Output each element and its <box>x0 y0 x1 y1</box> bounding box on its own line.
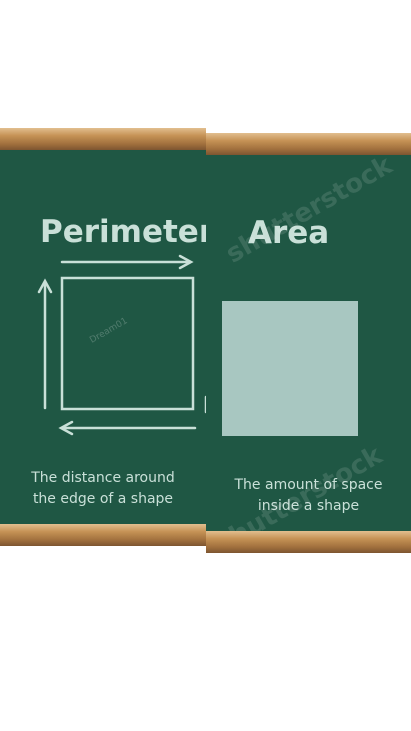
perimeter-caption: The distance around the edge of a shape <box>0 468 206 510</box>
area-square <box>222 301 358 436</box>
arrow-left-up <box>37 278 53 410</box>
board-frame-top <box>0 128 206 150</box>
board-frame-bottom <box>206 531 411 553</box>
area-caption-line2: inside a shape <box>257 498 360 514</box>
perimeter-title: Perimeter <box>40 214 206 250</box>
area-caption: The amount of space inside a shape <box>206 475 411 517</box>
arrow-bottom-left <box>58 420 197 436</box>
area-caption-line1: The amount of space <box>234 477 383 493</box>
perimeter-board: Perimeter The distance around the edge o… <box>0 128 206 546</box>
chalkboard-surface: Perimeter The distance around the edge o… <box>0 150 206 524</box>
perimeter-square <box>60 276 195 411</box>
board-frame-top <box>206 133 411 155</box>
perimeter-diagram <box>37 254 206 436</box>
chalkboard-surface: Area The amount of space inside a shape … <box>206 150 411 553</box>
arrow-top-right <box>60 254 194 270</box>
board-frame-bottom <box>0 524 206 546</box>
area-board: Area The amount of space inside a shape … <box>206 133 411 553</box>
perimeter-caption-line2: the edge of a shape <box>32 491 174 507</box>
perimeter-caption-line1: The distance around <box>31 470 175 486</box>
shutterstock-watermark: shutterstock <box>220 150 398 270</box>
area-title: Area <box>248 215 330 251</box>
